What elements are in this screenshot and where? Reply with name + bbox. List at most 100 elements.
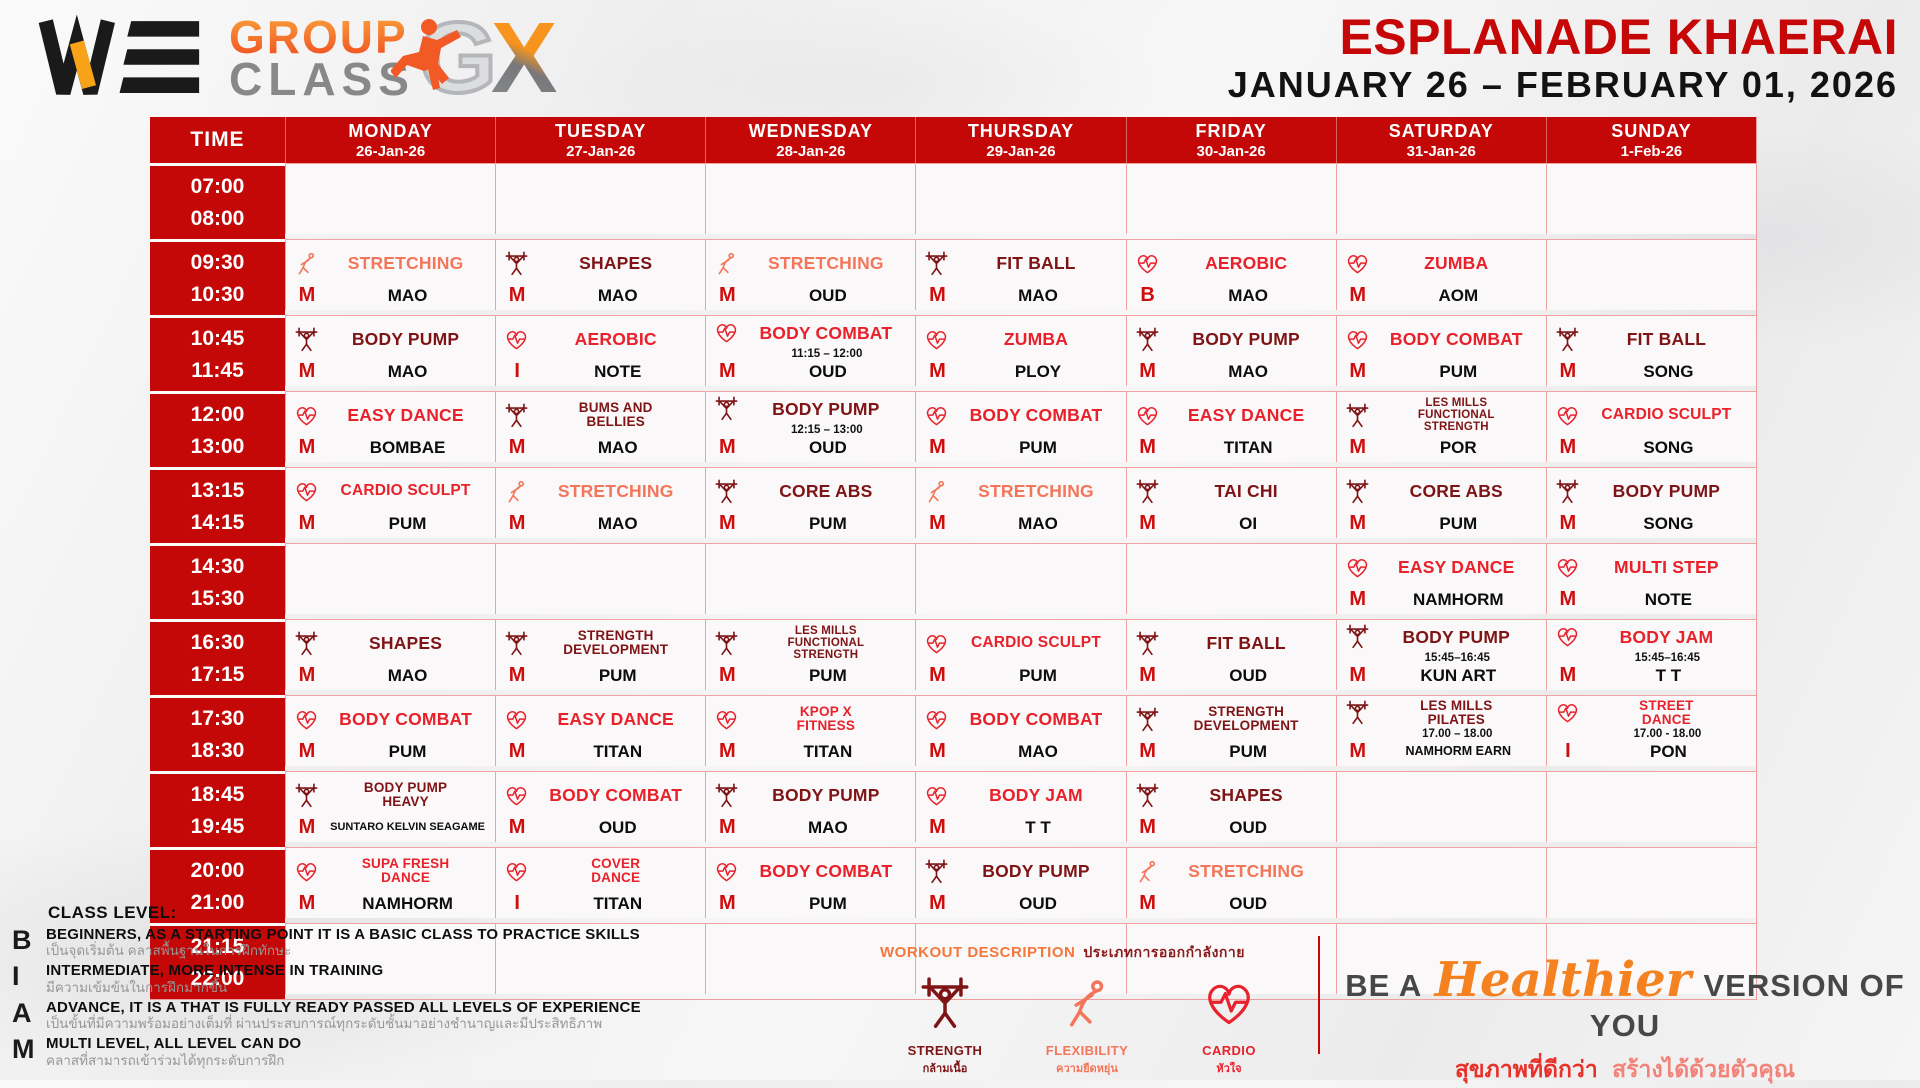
legend-row: I INTERMEDIATE, MORE INTENSE IN TRAINING… (8, 961, 808, 995)
level-letter: I (1565, 740, 1571, 762)
tagline-healthier: Healthier (1434, 952, 1692, 1008)
gx-wordmark: G X (390, 6, 557, 110)
level-letter: M (1139, 436, 1156, 458)
day-header-thursday: THURSDAY 29-Jan-26 (915, 117, 1126, 163)
class-wordmark: CLASS (229, 53, 415, 105)
class-cell: BODY JAM M T T (915, 771, 1126, 842)
class-name: AEROBIC (1205, 252, 1288, 273)
legend-letter: A (12, 997, 32, 1028)
instructor-name: PUM (388, 742, 427, 761)
class-name: BODY COMBAT (969, 708, 1103, 729)
class-cell: BODY COMBAT M PUM (915, 391, 1126, 462)
instructor-name: TITAN (1223, 438, 1273, 457)
strength-icon (505, 251, 528, 275)
class-cell: BODY COMBAT M PUM (1335, 315, 1546, 386)
instructor-name: MAO (1018, 514, 1058, 533)
strength-icon (1346, 625, 1369, 649)
class-name: STRETCHING (347, 252, 464, 273)
empty-cell (1545, 847, 1756, 918)
class-cell: EASY DANCE M TITAN (1125, 391, 1336, 462)
strength-icon (295, 631, 318, 655)
empty-cell (915, 163, 1126, 234)
level-letter: M (718, 816, 736, 838)
level-letter: M (508, 816, 526, 838)
cardio-icon (296, 862, 317, 881)
empty-cell (495, 923, 706, 994)
class-sub-time: 15:45–16:45 (1634, 651, 1701, 664)
instructor-name: OUD (808, 286, 847, 305)
level-letter: M (508, 740, 526, 762)
cardio-icon (1347, 254, 1367, 273)
flexibility-icon (298, 252, 315, 274)
class-name: BODY COMBAT (969, 404, 1103, 425)
instructor-name: OUD (1229, 666, 1268, 685)
strength-icon (505, 631, 528, 655)
workout-type-label: FLEXIBILITY (1045, 1043, 1129, 1058)
workout-type-thai: ความยืดหยุ่น (1056, 1063, 1118, 1075)
instructor-name: PUM (1439, 362, 1478, 381)
tagline-thai-light: สร้างได้ด้วยตัวคุณ (1612, 1056, 1796, 1082)
cardio-icon (507, 330, 527, 349)
level-letter: M (1349, 360, 1367, 382)
instructor-name: OUD (598, 818, 637, 837)
class-name: BODY PUMP (1192, 328, 1300, 349)
empty-cell (1545, 923, 1756, 994)
empty-cell (705, 543, 916, 614)
class-cell: BODY JAM 15:45–16:45 M T T (1545, 619, 1756, 690)
class-cell: FIT BALL M OUD (1125, 619, 1336, 690)
legend-text-thai: เป็นขั้นที่มีความพร้อมอย่างเต็มที่ ผ่านป… (46, 1016, 603, 1032)
strength-icon (921, 977, 969, 1028)
cardio-icon (1347, 558, 1367, 577)
class-name: STREET DANCE (1639, 697, 1694, 727)
empty-cell (1125, 543, 1336, 614)
level-letter: M (1139, 512, 1156, 534)
class-cell: SHAPES M MAO (285, 619, 496, 690)
class-name: CARDIO SCULPT (340, 481, 471, 499)
legend-letter: M (12, 1034, 35, 1065)
level-letter: M (1139, 892, 1156, 914)
cardio-icon (1208, 984, 1250, 1025)
instructor-name: MAO (808, 818, 848, 837)
flexibility-icon (718, 252, 735, 274)
day-header-monday: MONDAY 26-Jan-26 (285, 117, 496, 163)
class-cell: BODY PUMP M MAO (285, 315, 496, 386)
flexibility-icon (508, 480, 525, 502)
class-cell: EASY DANCE M TITAN (495, 695, 706, 766)
class-name: STRENGTH DEVELOPMENT (1193, 703, 1299, 733)
day-header-friday: FRIDAY 30-Jan-26 (1125, 117, 1336, 163)
legend-row: B BEGINNERS, AS A STARTING POINT IT IS A… (8, 925, 808, 959)
cardio-icon (296, 482, 317, 501)
empty-cell (285, 923, 496, 994)
class-name: CORE ABS (779, 480, 873, 501)
day-name: THURSDAY (967, 120, 1075, 141)
class-cell: BODY PUMP M MAO (1125, 315, 1336, 386)
day-header-wednesday: WEDNESDAY 28-Jan-26 (705, 117, 916, 163)
empty-cell (1335, 847, 1546, 918)
class-name: STRETCHING (767, 252, 884, 273)
class-cell: STRETCHING M MAO (285, 239, 496, 310)
level-letter: M (929, 360, 946, 382)
instructor-name: AOM (1438, 286, 1479, 305)
class-cell: COVER DANCE I TITAN (495, 847, 706, 918)
legend-row: A ADVANCE, IT IS A THAT IS FULLY READY P… (8, 997, 808, 1032)
class-cell: STRETCHING M MAO (495, 467, 706, 538)
level-letter: M (929, 664, 946, 686)
class-name: BODY COMBAT (549, 784, 683, 805)
level-letter: M (718, 664, 736, 686)
class-name: EASY DANCE (347, 404, 464, 425)
class-name: BODY PUMP (772, 398, 880, 419)
instructor-name: MAO (597, 438, 638, 457)
empty-cell (915, 543, 1126, 614)
cardio-icon (927, 330, 947, 349)
instructor-name: OUD (808, 438, 847, 457)
class-sub-time: 15:45–16:45 (1424, 651, 1490, 664)
level-letter: B (1140, 284, 1155, 306)
level-letter: M (718, 892, 736, 914)
instructor-name: MAO (1228, 362, 1268, 381)
class-name: AEROBIC (574, 328, 657, 349)
class-cell: BODY PUMP M OUD (915, 847, 1126, 918)
class-name: BODY PUMP (351, 328, 460, 349)
cardio-icon (1137, 406, 1157, 425)
instructor-name: PUM (1019, 666, 1057, 685)
level-letter: M (508, 436, 526, 458)
